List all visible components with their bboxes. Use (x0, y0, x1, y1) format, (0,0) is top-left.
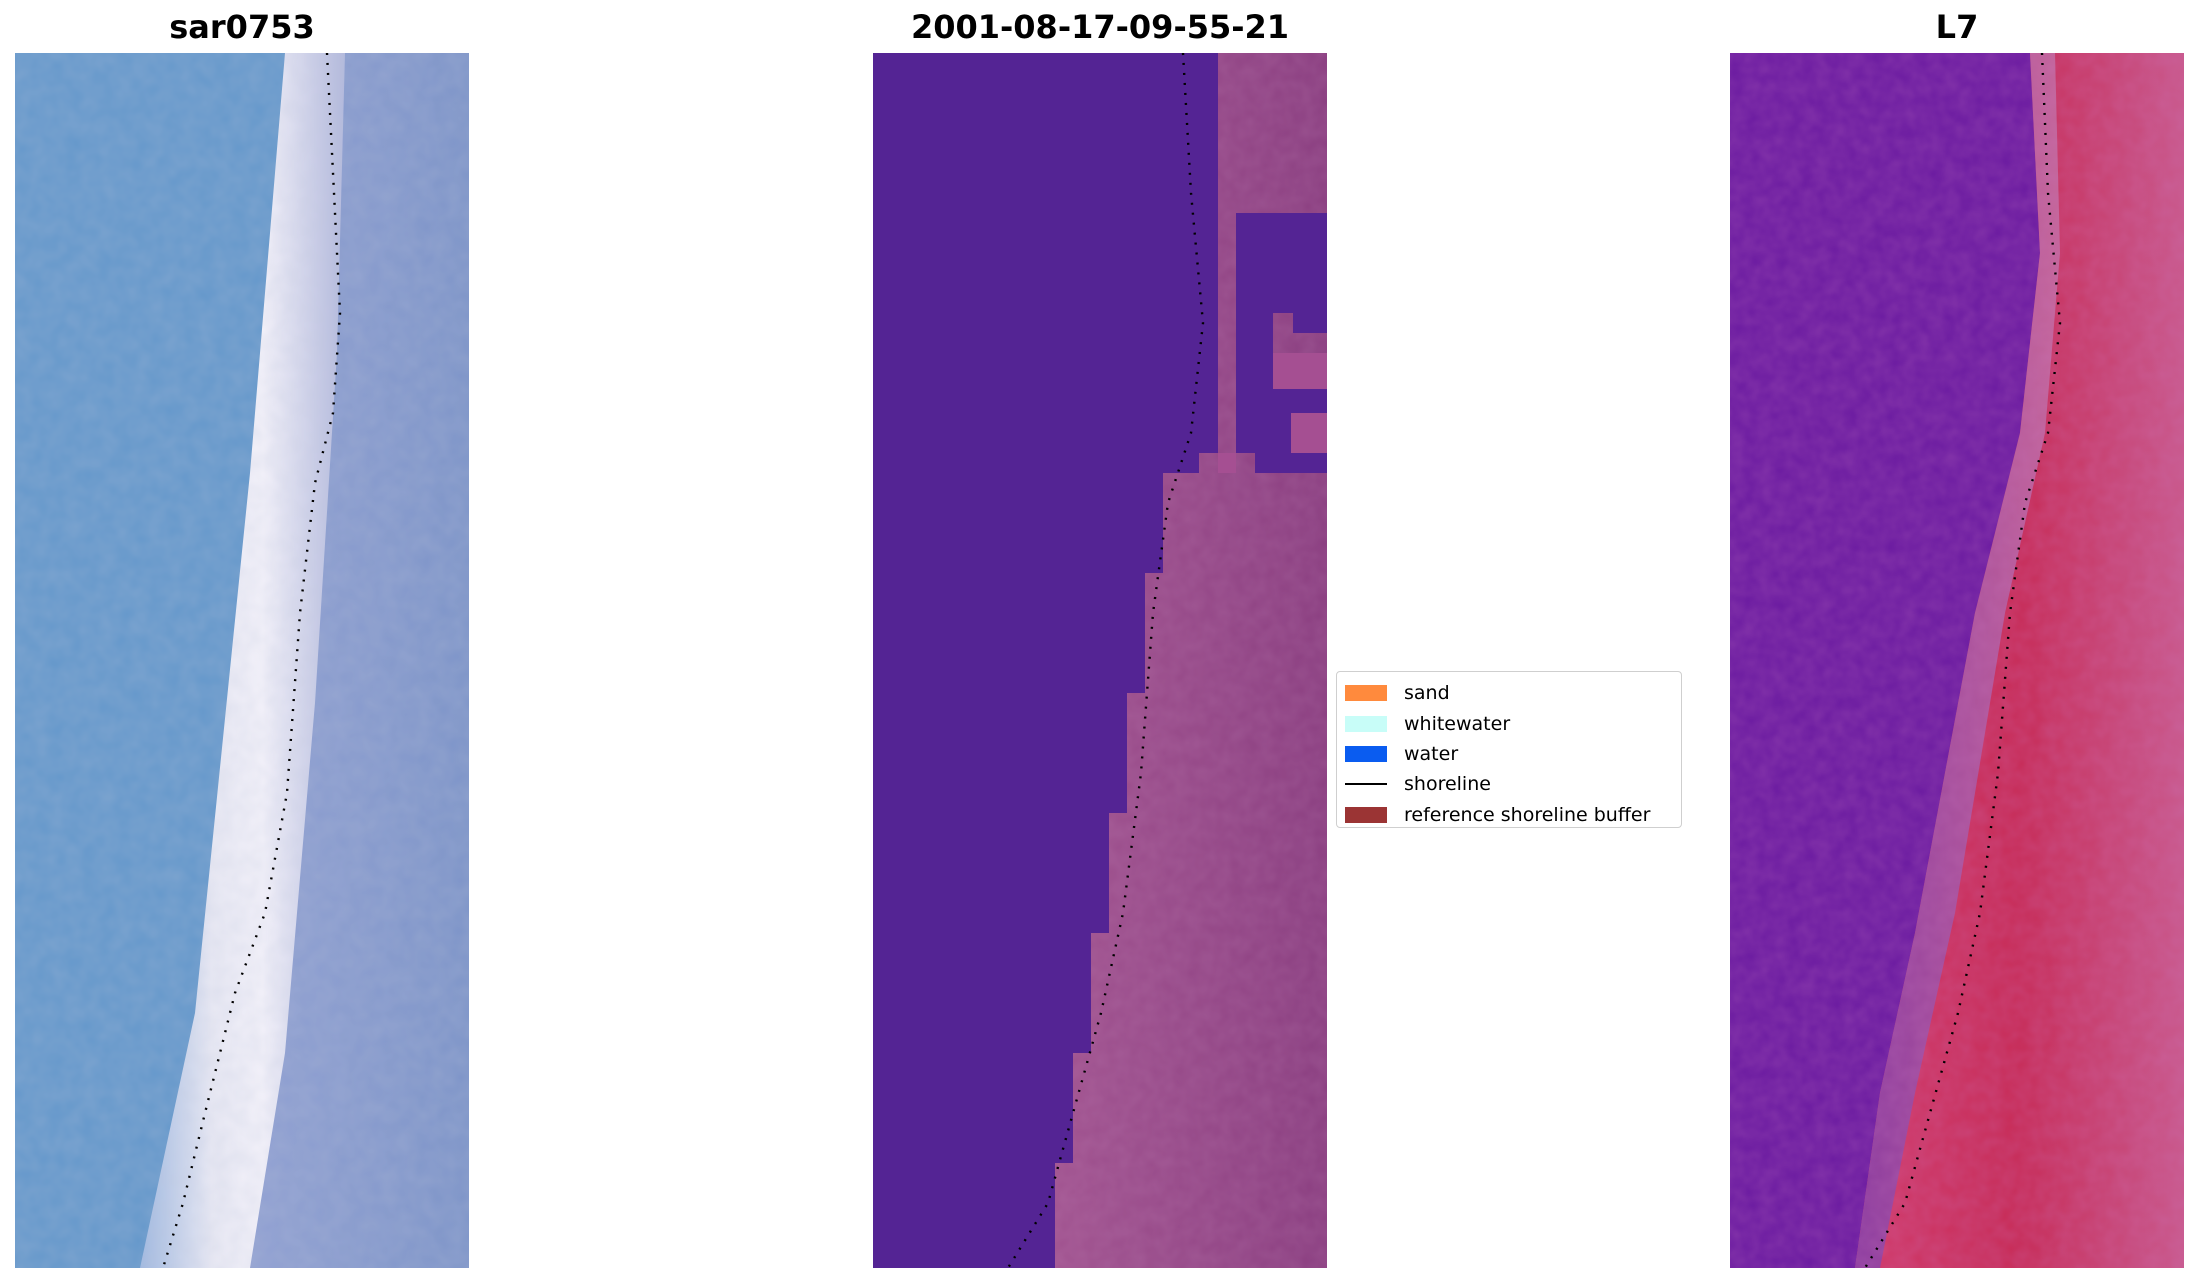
legend-item-sand: sand (1345, 678, 1673, 708)
sand-swatch (1345, 685, 1387, 702)
legend: sand whitewater water shoreline referenc… (1336, 671, 1682, 828)
legend-label: reference shoreline buffer (1404, 803, 1651, 826)
legend-item-whitewater: whitewater (1345, 708, 1673, 738)
legend-item-reference-buffer: reference shoreline buffer (1345, 800, 1673, 830)
classified-image-panel (873, 53, 1327, 1268)
legend-label: shoreline (1404, 773, 1491, 796)
whitewater-swatch (1345, 715, 1387, 732)
shoreline-line (161, 53, 342, 1268)
index-image (1730, 53, 2184, 1268)
index-image-panel (1730, 53, 2184, 1268)
legend-item-water: water (1345, 739, 1673, 769)
legend-item-shoreline: shoreline (1345, 769, 1673, 799)
legend-label: sand (1404, 682, 1450, 705)
shoreline-line-swatch (1345, 783, 1387, 786)
water-swatch (1345, 745, 1387, 762)
reference-buffer-swatch (1345, 806, 1387, 823)
legend-label: whitewater (1404, 712, 1511, 735)
rgb-image (15, 53, 469, 1268)
panel-title-rgb: sar0753 (169, 8, 315, 46)
panel-title-index: L7 (1935, 8, 1979, 46)
panel-title-classified: 2001-08-17-09-55-21 (910, 8, 1290, 46)
rgb-image-panel (15, 53, 469, 1268)
classified-image (873, 53, 1327, 1268)
legend-label: water (1404, 742, 1459, 765)
